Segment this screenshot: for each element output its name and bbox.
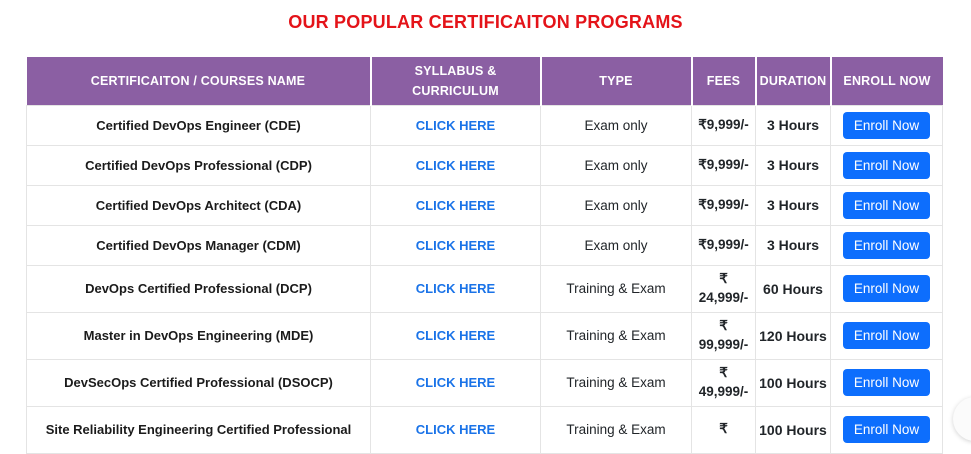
course-duration: 3 Hours	[755, 224, 831, 266]
course-type: Training & Exam	[540, 405, 692, 454]
table-row: Certified DevOps Professional (CDP) CLIC…	[26, 144, 943, 186]
header-syllabus: SYLLABUS & CURRICULUM	[369, 57, 541, 105]
syllabus-link[interactable]: CLICK HERE	[415, 237, 496, 253]
syllabus-link[interactable]: CLICK HERE	[415, 375, 496, 390]
syllabus-link[interactable]: CLICK HERE	[415, 422, 496, 437]
header-fees: FEES	[690, 57, 756, 105]
enroll-now-button[interactable]: Enroll Now	[842, 369, 931, 396]
syllabus-link[interactable]: CLICK HERE	[415, 281, 496, 296]
certification-programs-table: CERTIFICAITON / COURSES NAME SYLLABUS & …	[26, 57, 943, 454]
syllabus-link[interactable]: CLICK HERE	[415, 328, 496, 343]
course-duration: 120 Hours	[755, 311, 831, 360]
header-type: TYPE	[539, 57, 692, 105]
course-name: Master in DevOps Engineering (MDE)	[26, 311, 371, 360]
course-name: Certified DevOps Manager (CDM)	[26, 224, 371, 266]
course-duration: 100 Hours	[755, 358, 831, 407]
table-header-row: CERTIFICAITON / COURSES NAME SYLLABUS & …	[26, 57, 943, 105]
syllabus-link[interactable]: CLICK HERE	[415, 197, 496, 213]
page-title: OUR POPULAR CERTIFICAITON PROGRAMS	[288, 12, 683, 32]
enroll-now-button[interactable]: Enroll Now	[842, 416, 931, 443]
enroll-now-button[interactable]: Enroll Now	[842, 322, 931, 349]
course-duration: 100 Hours	[755, 405, 831, 454]
table-row: Certified DevOps Engineer (CDE) CLICK HE…	[26, 104, 943, 146]
syllabus-link[interactable]: CLICK HERE	[415, 157, 496, 173]
enroll-now-button[interactable]: Enroll Now	[842, 151, 931, 179]
course-fee: ₹	[691, 405, 756, 454]
table-row: DevSecOps Certified Professional (DSOCP)…	[26, 358, 943, 407]
table-row: Certified DevOps Architect (CDA) CLICK H…	[26, 184, 943, 226]
course-name: DevOps Certified Professional (DCP)	[26, 264, 371, 313]
enroll-now-button[interactable]: Enroll Now	[842, 111, 931, 139]
course-type: Training & Exam	[540, 264, 692, 313]
course-duration: 3 Hours	[755, 184, 831, 226]
course-fee: ₹99,999/-	[691, 311, 756, 360]
course-duration: 3 Hours	[755, 104, 831, 146]
course-type: Exam only	[540, 144, 692, 186]
course-fee: ₹9,999/-	[691, 184, 756, 226]
course-duration: 60 Hours	[755, 264, 831, 313]
table-row: DevOps Certified Professional (DCP) CLIC…	[26, 264, 943, 313]
course-fee: ₹9,999/-	[691, 104, 756, 146]
course-name: Site Reliability Engineering Certified P…	[26, 405, 371, 454]
course-fee: ₹9,999/-	[691, 224, 756, 266]
course-name: Certified DevOps Engineer (CDE)	[26, 104, 371, 146]
course-type: Exam only	[540, 104, 692, 146]
enroll-now-button[interactable]: Enroll Now	[842, 191, 931, 219]
course-duration: 3 Hours	[755, 144, 831, 186]
course-name: Certified DevOps Professional (CDP)	[26, 144, 371, 186]
header-duration: DURATION	[754, 57, 831, 105]
floating-widget-button[interactable]	[953, 397, 971, 441]
course-type: Training & Exam	[540, 311, 692, 360]
table-row: Certified DevOps Manager (CDM) CLICK HER…	[26, 224, 943, 266]
enroll-now-button[interactable]: Enroll Now	[842, 275, 931, 302]
course-type: Exam only	[540, 184, 692, 226]
syllabus-link[interactable]: CLICK HERE	[415, 117, 496, 133]
course-type: Exam only	[540, 224, 692, 266]
course-fee: ₹24,999/-	[691, 264, 756, 313]
course-name: Certified DevOps Architect (CDA)	[26, 184, 371, 226]
course-name: DevSecOps Certified Professional (DSOCP)	[26, 358, 371, 407]
table-row: Master in DevOps Engineering (MDE) CLICK…	[26, 311, 943, 360]
course-fee: ₹9,999/-	[691, 144, 756, 186]
enroll-now-button[interactable]: Enroll Now	[842, 231, 931, 259]
table-row: Site Reliability Engineering Certified P…	[26, 405, 943, 454]
course-type: Training & Exam	[540, 358, 692, 407]
header-courses-name: CERTIFICAITON / COURSES NAME	[26, 57, 371, 105]
header-enroll-now: ENROLL NOW	[829, 57, 943, 105]
course-fee: ₹49,999/-	[691, 358, 756, 407]
